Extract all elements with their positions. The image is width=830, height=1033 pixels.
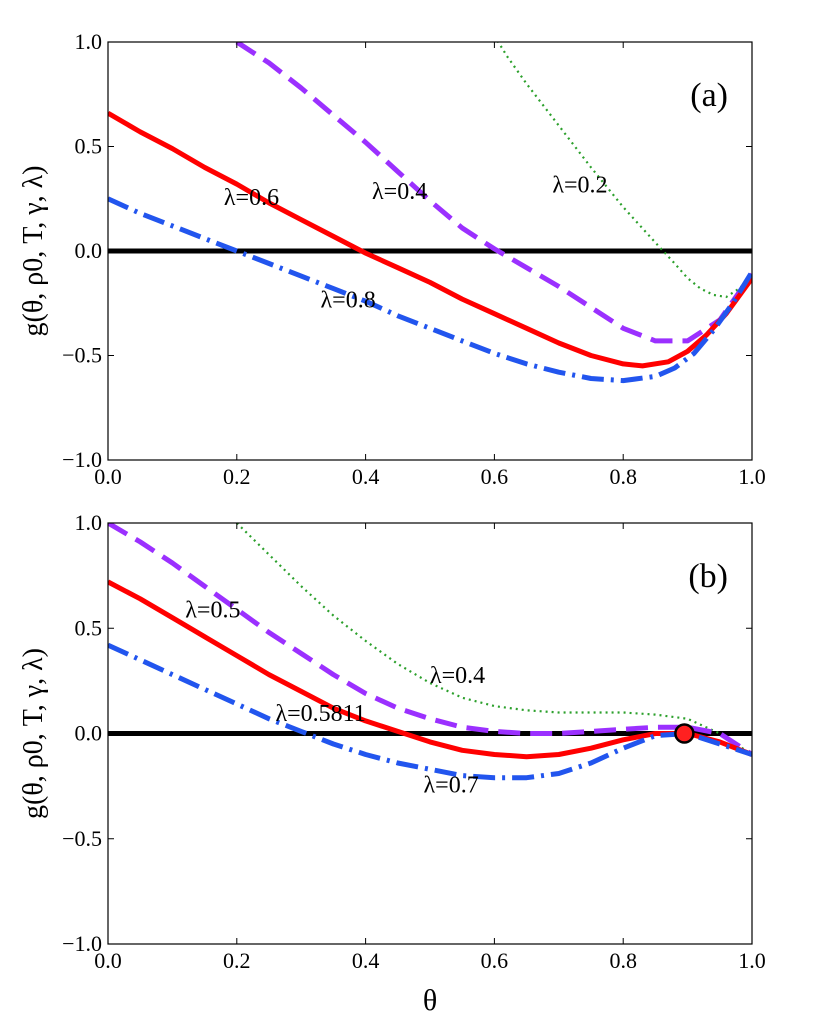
panel-b: 0.0 0.2 0.4 0.6 0.8 1.0 −1.0 −0.5 0.0 0.5 1.0 g(θ, … (18, 510, 766, 1017)
x-tick-label: 0.4 (352, 948, 380, 973)
x-tick-label: 0.2 (223, 948, 251, 973)
y-tick-label: 0.5 (75, 615, 103, 640)
panel-label: (b) (688, 558, 728, 595)
x-tick-label: 0.2 (223, 464, 251, 489)
panel-a: 0.0 0.2 0.4 0.6 0.8 1.0 −1.0 −0.5 0.0 0.5 1.0 g(θ, … (18, 29, 766, 489)
x-tick-label: 0.6 (481, 464, 509, 489)
y-tick-label: −1.0 (62, 447, 102, 472)
x-tick-label: 0.0 (94, 948, 122, 973)
critical-point-marker (674, 723, 695, 744)
y-tick-label: −0.5 (62, 343, 102, 368)
curve-annotation: λ=0.5811 (275, 701, 365, 727)
y-tick-label: 0.5 (75, 134, 103, 159)
x-tick-label: 0.4 (352, 464, 380, 489)
y-tick-label: −1.0 (62, 931, 102, 956)
series-line-0-5811 (108, 579, 752, 760)
curve-annotation: λ=0.7 (424, 772, 479, 798)
y-tick-label: 1.0 (75, 29, 103, 54)
curve-annotation: λ=0.4 (372, 179, 427, 205)
curve-annotation: λ=0.5 (185, 598, 240, 624)
x-axis-label: θ (423, 984, 437, 1017)
y-axis-label: g(θ, ρ0, T, γ, λ) (18, 648, 49, 819)
series-line-0-4 (236, 523, 752, 756)
curve-annotation: λ=0.6 (224, 185, 279, 211)
curve-annotation: λ=0.2 (552, 172, 607, 198)
series-line-0-8 (108, 196, 752, 384)
series-line-0-5 (108, 523, 752, 757)
curve-annotation: λ=0.4 (430, 663, 485, 689)
x-tick-label: 0.8 (609, 948, 637, 973)
x-tick-label: 1.0 (738, 464, 766, 489)
series-line-0-7 (108, 642, 752, 781)
y-tick-label: 0.0 (75, 721, 103, 746)
x-tick-label: 0.6 (481, 948, 509, 973)
series-line-0-4 (235, 42, 752, 344)
panel-label: (a) (690, 77, 728, 114)
series-line-0-2 (496, 42, 752, 299)
x-tick-label: 0.0 (94, 464, 122, 489)
curve-annotation: λ=0.8 (321, 287, 376, 313)
y-axis-label: g(θ, ρ0, T, γ, λ) (18, 165, 49, 336)
y-tick-label: −0.5 (62, 826, 102, 851)
y-tick-label: 0.0 (75, 238, 103, 263)
series-line-0-6 (108, 110, 752, 369)
x-tick-label: 0.8 (609, 464, 637, 489)
y-tick-label: 1.0 (75, 510, 103, 535)
x-tick-label: 1.0 (738, 948, 766, 973)
